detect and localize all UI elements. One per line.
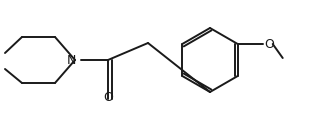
Text: O: O [103, 90, 113, 103]
Text: O: O [265, 38, 274, 51]
Text: N: N [66, 54, 76, 67]
